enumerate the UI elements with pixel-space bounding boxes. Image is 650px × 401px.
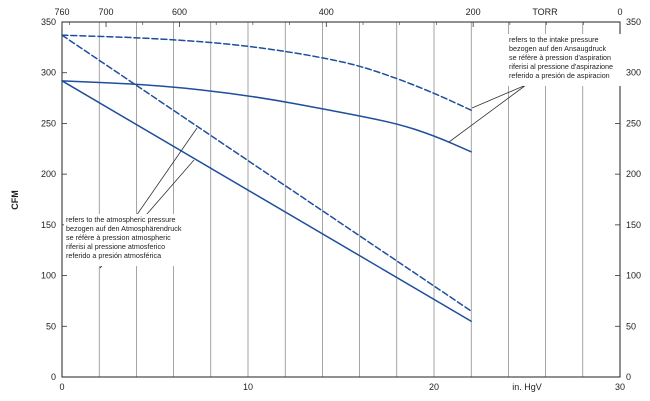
intake-annotation-line: se réfère à pression d'aspiration xyxy=(509,53,611,62)
x-bottom-unit: in. HgV xyxy=(512,382,542,392)
x-top-unit: TORR xyxy=(532,7,558,17)
atmospheric-annotation-bg xyxy=(64,214,188,266)
atmospheric-annotation-line: refers to the atmospheric pressure xyxy=(66,215,175,224)
y-tick-label-left: 50 xyxy=(46,321,56,331)
annotation-leader-line xyxy=(448,84,527,143)
intake-annotation-bg xyxy=(506,34,626,86)
annotation-leader-line xyxy=(471,84,527,109)
x-top-tick-label: 600 xyxy=(172,7,187,17)
series-line-3 xyxy=(61,34,472,312)
y-tick-label-right: 100 xyxy=(626,271,641,281)
x-top-tick-label: 0 xyxy=(617,7,622,17)
intake-annotation-line: bezogen auf den Ansaugdruck xyxy=(509,44,607,53)
atmospheric-annotation-line: riferisi al pressione atmosferico xyxy=(66,242,165,251)
x-top-tick-label: 200 xyxy=(466,7,481,17)
y-tick-label-right: 250 xyxy=(626,118,641,128)
intake-annotation-line: refers to the intake pressure xyxy=(509,35,599,44)
y-tick-label-left: 0 xyxy=(51,372,56,382)
series-line-2 xyxy=(61,80,472,153)
y-tick-label-left: 100 xyxy=(41,271,56,281)
plot-frame xyxy=(61,21,621,378)
y-tick-label-right: 350 xyxy=(626,17,641,27)
atmospheric-annotation-line: referido a presión atmosférica xyxy=(66,251,161,260)
y-tick-label-left: 150 xyxy=(41,220,56,230)
y-axis-title: CFM xyxy=(10,190,20,210)
y-tick-label-right: 150 xyxy=(626,220,641,230)
x-top-tick-label: 760 xyxy=(54,7,69,17)
x-top-tick-label: 700 xyxy=(99,7,114,17)
atmospheric-annotation: refers to the atmospheric pressure bezog… xyxy=(64,214,188,266)
y-tick-label-left: 300 xyxy=(41,68,56,78)
x-bottom-tick-label: 30 xyxy=(615,382,625,392)
y-tick-label-left: 250 xyxy=(41,118,56,128)
y-tick-label-right: 300 xyxy=(626,68,641,78)
axis-ticks xyxy=(61,22,621,327)
x-bottom-tick-label: 10 xyxy=(243,382,253,392)
y-tick-label-right: 50 xyxy=(626,321,636,331)
series-line-1 xyxy=(61,34,472,111)
y-tick-label-left: 350 xyxy=(41,17,56,27)
atmospheric-annotation-line: bezogen auf den Atmosphärendruck xyxy=(66,224,182,233)
y-tick-label-right: 200 xyxy=(626,169,641,179)
series-line-4 xyxy=(61,80,472,322)
intake-annotation-line: riferisi al pressione d'aspirazione xyxy=(509,62,613,71)
y-tick-label-right: 0 xyxy=(626,372,631,382)
x-bottom-tick-label: 20 xyxy=(429,382,439,392)
intake-annotation-line: referido a presión de aspiracion xyxy=(509,71,610,80)
x-top-tick-label: 400 xyxy=(319,7,334,17)
atmospheric-annotation-line: se réfère à pression atmospheric xyxy=(66,233,171,242)
y-tick-label-left: 200 xyxy=(41,169,56,179)
x-bottom-tick-label: 0 xyxy=(59,382,64,392)
intake-annotation: refers to the intake pressure bezogen au… xyxy=(506,34,626,86)
series-group xyxy=(61,34,472,322)
